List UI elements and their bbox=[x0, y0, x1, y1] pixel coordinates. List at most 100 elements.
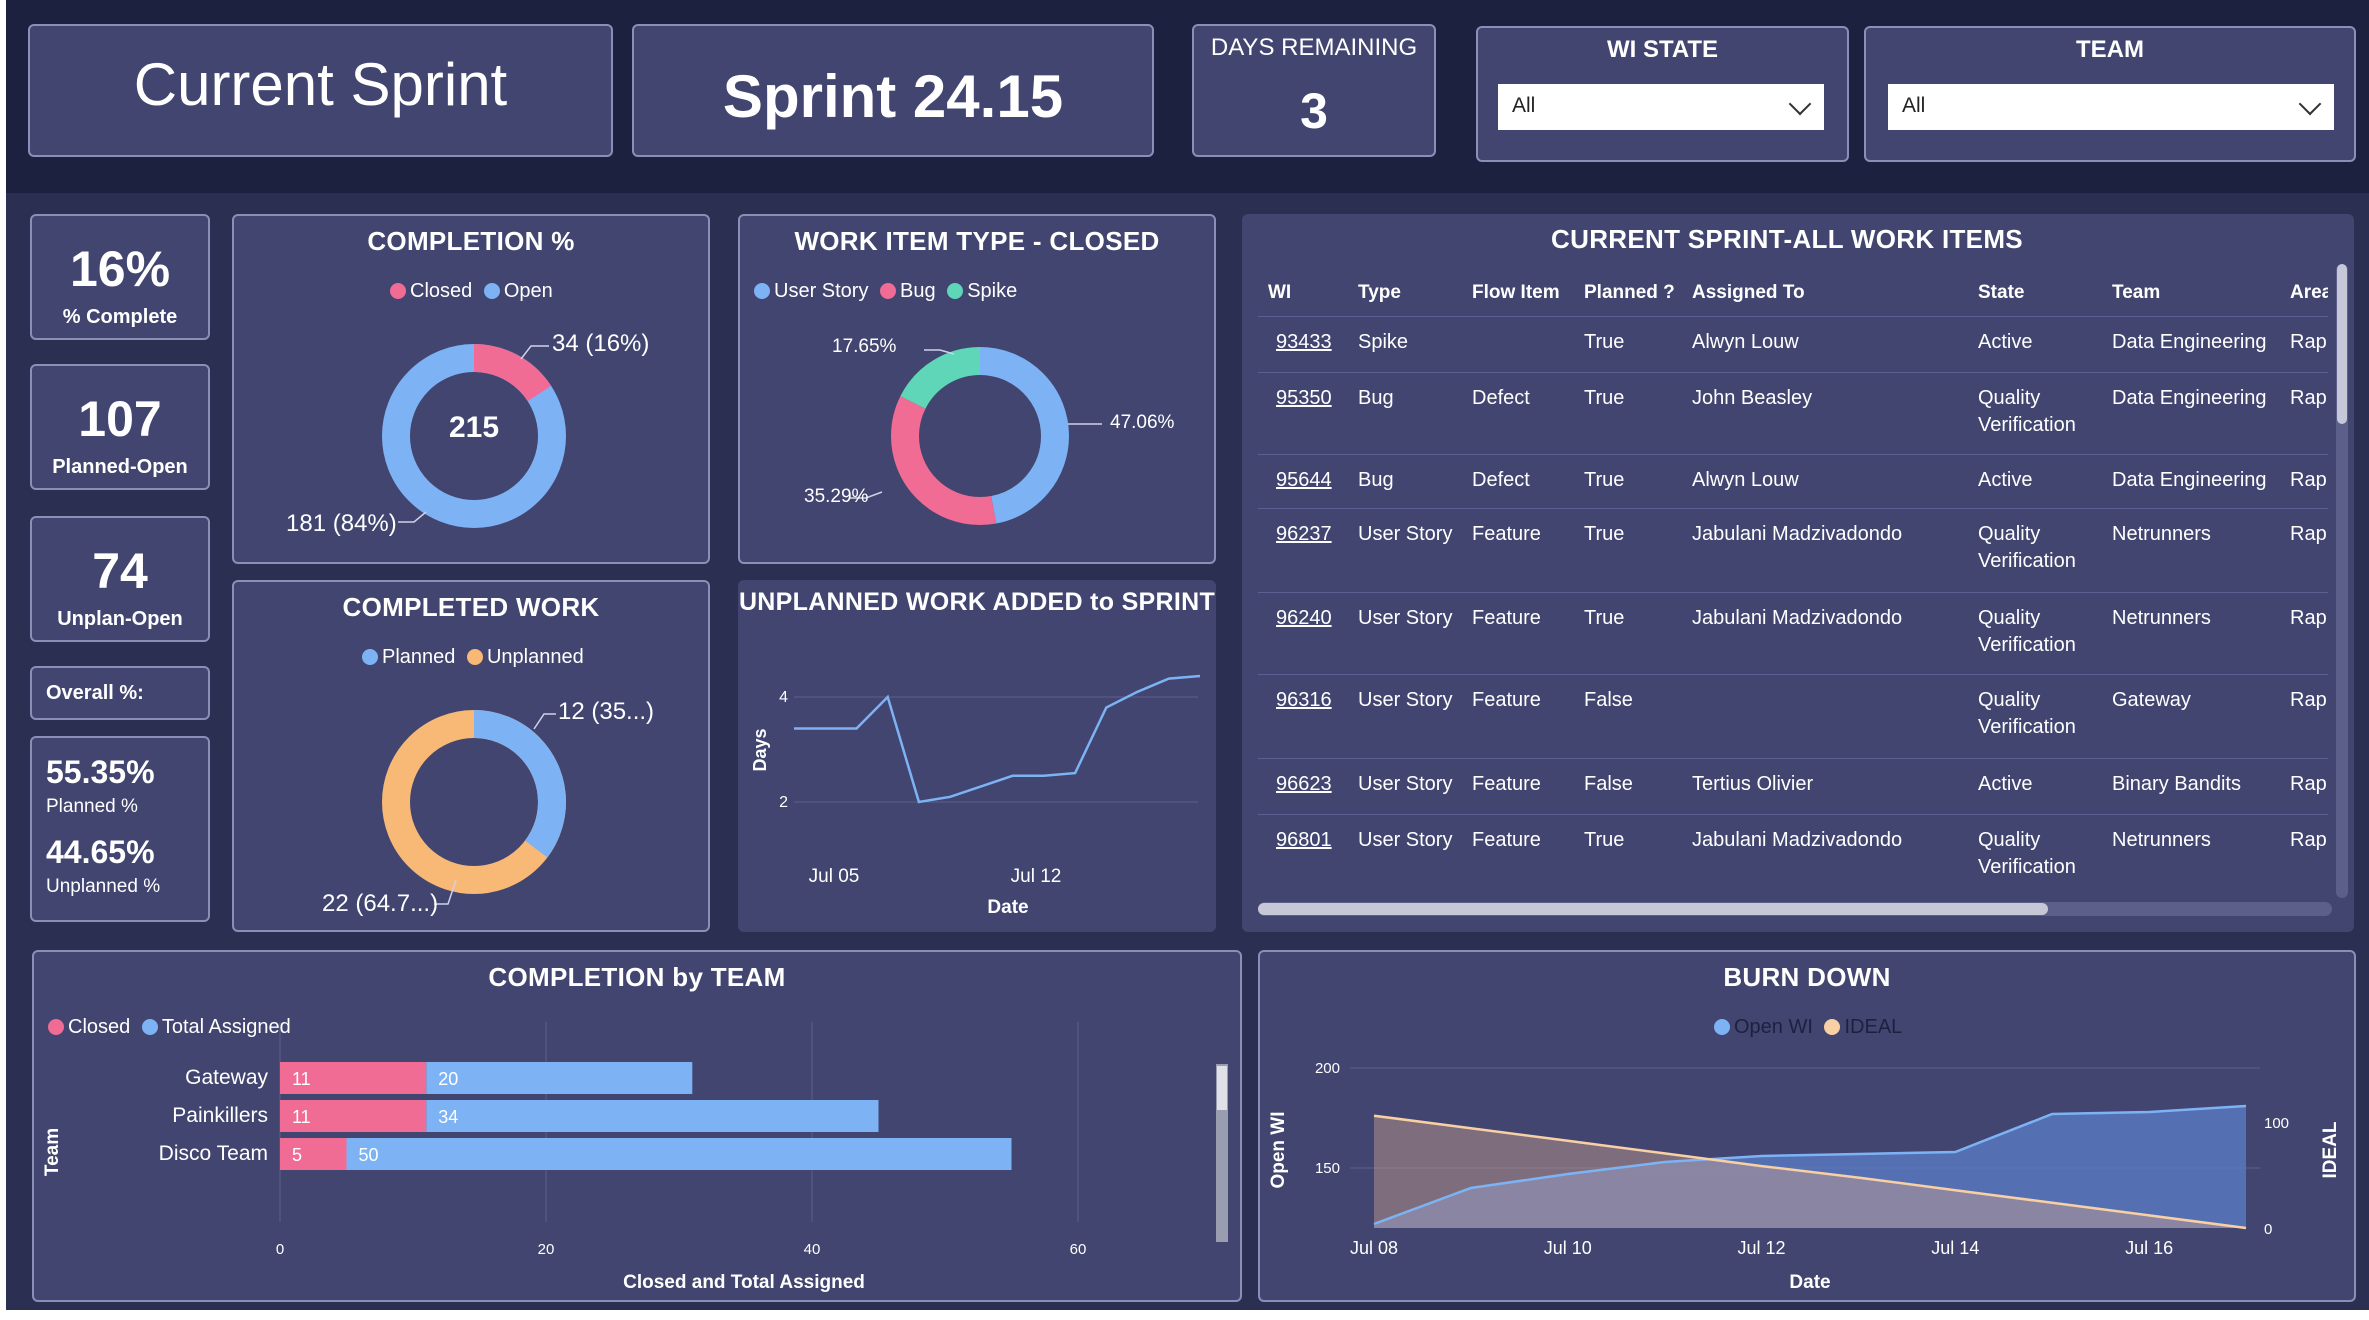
work-item-id-link[interactable]: 96316 bbox=[1276, 689, 1332, 711]
unplanned-work-line-chart: 4 2 Jul 05 Jul 12 Date Days bbox=[750, 674, 1201, 918]
legend-user-story-swatch bbox=[754, 283, 770, 299]
team-cell: Netrunners bbox=[2112, 523, 2211, 545]
assigned-to-cell: Alwyn Louw bbox=[1692, 331, 1799, 353]
completion-by-team-bar-chart: 0 20 40 60 Gateway 11 20 Painkillers 11 34 Disco … bbox=[42, 1022, 1086, 1293]
area-cell: Rapi bbox=[2290, 607, 2328, 629]
table-row[interactable]: 93433 Spike True Alwyn Louw Active Data Engin… bbox=[1258, 316, 2328, 373]
table-row[interactable]: 96316 User Story Feature False Quality Verifi… bbox=[1258, 674, 2328, 759]
closed-bar bbox=[280, 1100, 427, 1132]
donut-center-total: 215 bbox=[448, 411, 500, 444]
pct-complete-card: 16% % Complete bbox=[30, 214, 210, 340]
column-header[interactable]: Assigned To bbox=[1692, 282, 1805, 303]
wi-state-dropdown[interactable]: All bbox=[1498, 84, 1824, 130]
work-items-title: CURRENT SPRINT-ALL WORK ITEMS bbox=[1551, 224, 2023, 254]
scrollbar-thumb[interactable] bbox=[1258, 903, 2048, 915]
work-item-id-link[interactable]: 93433 bbox=[1276, 331, 1332, 353]
days-remaining-label: DAYS REMAINING bbox=[1210, 34, 1418, 61]
team-cell: Data Engineering bbox=[2112, 469, 2267, 491]
page-title: Current Sprint bbox=[133, 51, 508, 118]
completion-pct-card: COMPLETION % Closed Open 215 34 (16%) 18… bbox=[232, 214, 710, 564]
pct-complete-label: % Complete bbox=[62, 306, 178, 328]
horizontal-scrollbar[interactable] bbox=[1258, 902, 2332, 916]
area-cell: Rapi bbox=[2290, 387, 2328, 409]
planned-cell: True bbox=[1584, 331, 1625, 353]
days-remaining-card: DAYS REMAINING 3 bbox=[1192, 24, 1436, 157]
team-cell: Netrunners bbox=[2112, 829, 2211, 851]
planned-cell: False bbox=[1584, 773, 1633, 795]
work-item-id-link[interactable]: 96623 bbox=[1276, 773, 1332, 795]
column-header[interactable]: Team bbox=[2112, 282, 2161, 303]
unplan-open-value: 74 bbox=[92, 543, 148, 599]
y-right-tick-label: 100 bbox=[2264, 1115, 2289, 1132]
table-row[interactable]: 96801 User Story Feature True Jabulani Madzi… bbox=[1258, 814, 2328, 898]
table-row[interactable]: 95644 Bug Defect True Alwyn Louw Active Data E… bbox=[1258, 454, 2328, 509]
flow-item-cell: Feature bbox=[1472, 523, 1541, 545]
table-row[interactable]: 96240 User Story Feature True Jabulani Madzi… bbox=[1258, 592, 2328, 675]
column-header[interactable]: Area bbox=[2290, 282, 2328, 303]
team-cell: Netrunners bbox=[2112, 607, 2211, 629]
leader-line bbox=[924, 349, 955, 355]
burn-down-area-chart: 200 150 100 0 Jul 08 Jul 10 Jul 12 Jul 14 Ju… bbox=[1268, 1060, 2341, 1293]
table-row[interactable]: 96237 User Story Feature True Jabulani Madzi… bbox=[1258, 508, 2328, 593]
legend-bug-swatch bbox=[880, 283, 897, 299]
column-header[interactable]: Flow Item bbox=[1472, 282, 1560, 303]
wi-type-legend: User Story Bug Spike bbox=[754, 280, 1023, 303]
leader-line bbox=[533, 713, 556, 730]
vertical-scrollbar[interactable] bbox=[2336, 264, 2348, 898]
work-item-id-link[interactable]: 95644 bbox=[1276, 469, 1332, 491]
column-header[interactable]: Type bbox=[1358, 282, 1401, 303]
wi-type-title: WORK ITEM TYPE - CLOSED bbox=[794, 226, 1160, 256]
ideal-line bbox=[1373, 1114, 2247, 1230]
team-filter-card: TEAM All bbox=[1864, 26, 2356, 162]
completion-by-team-card: COMPLETION by TEAM Closed Total Assigned… bbox=[32, 950, 1242, 1302]
completed-work-donut-chart bbox=[382, 710, 566, 905]
scrollbar-thumb[interactable] bbox=[1217, 1066, 1227, 1110]
state-cell: Quality bbox=[1978, 829, 2041, 851]
total-assigned-bar bbox=[346, 1138, 1012, 1170]
work-item-id-link[interactable]: 96240 bbox=[1276, 607, 1332, 629]
x-tick-label: Jul 10 bbox=[1544, 1238, 1592, 1258]
state-cell: Active bbox=[1978, 331, 2033, 353]
team-cell: Gateway bbox=[2112, 689, 2191, 711]
state-cell-line2: Verification bbox=[1978, 856, 2076, 878]
scrollbar-thumb[interactable] bbox=[2337, 264, 2347, 424]
wi-type-donut-chart bbox=[850, 347, 1102, 525]
x-tick-label: 40 bbox=[804, 1241, 821, 1258]
planned-cell: True bbox=[1584, 469, 1625, 491]
unplan-open-label: Unplan-Open bbox=[57, 608, 183, 630]
open-wi-area bbox=[1374, 1106, 2246, 1228]
donut-closed-segment bbox=[382, 344, 566, 528]
legend-spike-swatch bbox=[947, 283, 964, 299]
state-cell: Quality bbox=[1978, 523, 2041, 545]
flow-item-cell: Defect bbox=[1472, 387, 1530, 409]
x-tick-label: 0 bbox=[276, 1241, 284, 1258]
work-item-id-link[interactable]: 96801 bbox=[1276, 829, 1332, 851]
completion-donut-chart bbox=[382, 344, 566, 528]
column-header[interactable]: Planned ? bbox=[1584, 282, 1675, 303]
column-header[interactable]: State bbox=[1978, 282, 2025, 303]
state-cell-line2: Verification bbox=[1978, 550, 2076, 572]
x-tick-label: Jul 14 bbox=[1931, 1238, 1979, 1258]
flow-item-cell: Feature bbox=[1472, 773, 1541, 795]
work-item-id-link[interactable]: 95350 bbox=[1276, 387, 1332, 409]
x-tick-label: Jul 16 bbox=[2125, 1238, 2173, 1258]
legend-closed-label: Closed bbox=[410, 280, 473, 302]
overall-card: Overall %: bbox=[30, 666, 210, 720]
team-cell: Binary Bandits bbox=[2112, 773, 2241, 795]
team-dropdown[interactable]: All bbox=[1888, 84, 2334, 130]
work-item-id-link[interactable]: 96237 bbox=[1276, 523, 1332, 545]
wi-type-donut bbox=[891, 347, 1069, 525]
state-cell: Quality bbox=[1978, 689, 2041, 711]
column-header[interactable]: WI bbox=[1268, 282, 1292, 303]
state-cell: Active bbox=[1978, 469, 2033, 491]
days-remaining-value: 3 bbox=[1300, 83, 1328, 139]
planned-pct-label: Planned % bbox=[46, 796, 138, 817]
table-row[interactable]: 95350 Bug Defect True John Beasley Quality Ver… bbox=[1258, 372, 2328, 455]
table-row[interactable]: 96623 User Story Feature False Tertius Olivi… bbox=[1258, 758, 2328, 815]
x-axis-title: Date bbox=[1789, 1272, 1830, 1293]
open-data-label: 181 (84%) bbox=[286, 510, 397, 537]
sprint-name: Sprint 24.15 bbox=[722, 63, 1064, 130]
vertical-scrollbar[interactable] bbox=[1216, 1064, 1228, 1242]
legend-unplanned-swatch bbox=[466, 649, 483, 665]
planned-open-label: Planned-Open bbox=[52, 456, 188, 478]
